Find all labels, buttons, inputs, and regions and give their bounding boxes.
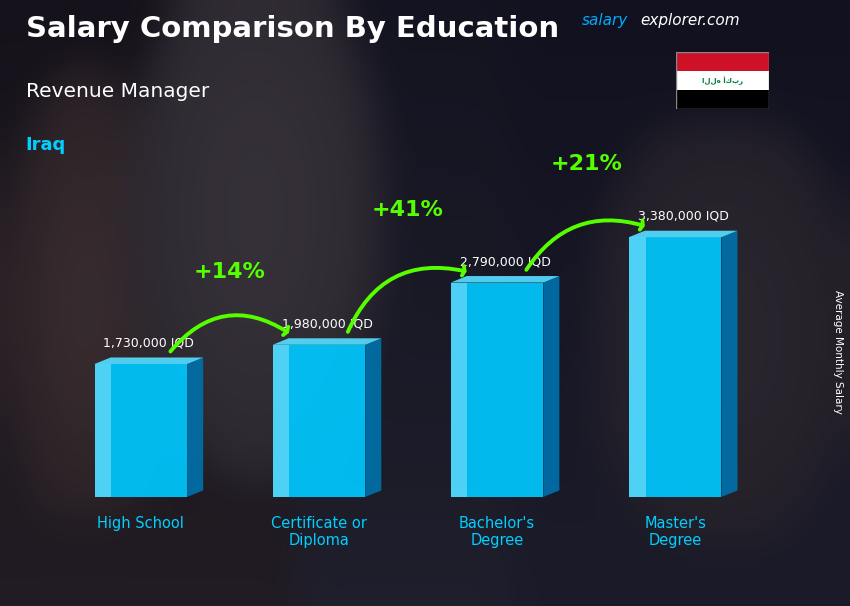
Polygon shape <box>543 276 559 497</box>
Polygon shape <box>366 338 382 497</box>
Text: Revenue Manager: Revenue Manager <box>26 82 209 101</box>
Text: 2,790,000 IQD: 2,790,000 IQD <box>460 255 551 268</box>
Text: explorer.com: explorer.com <box>640 13 740 28</box>
Polygon shape <box>273 338 382 345</box>
Polygon shape <box>450 282 468 497</box>
Polygon shape <box>629 237 645 497</box>
Polygon shape <box>629 237 722 497</box>
Polygon shape <box>273 345 366 497</box>
Text: salary: salary <box>582 13 628 28</box>
Text: 1,730,000 IQD: 1,730,000 IQD <box>104 337 195 350</box>
Bar <box>676 71 769 90</box>
Polygon shape <box>94 358 203 364</box>
Polygon shape <box>450 282 543 497</box>
Polygon shape <box>450 276 559 282</box>
Text: الله أكبر: الله أكبر <box>702 76 743 85</box>
Text: Iraq: Iraq <box>26 136 65 155</box>
Text: +14%: +14% <box>194 262 266 282</box>
Polygon shape <box>629 231 738 237</box>
Bar <box>676 52 769 71</box>
Text: 1,980,000 IQD: 1,980,000 IQD <box>281 318 372 330</box>
Text: Average Monthly Salary: Average Monthly Salary <box>833 290 843 413</box>
Text: 3,380,000 IQD: 3,380,000 IQD <box>638 210 728 223</box>
Polygon shape <box>94 364 111 497</box>
Bar <box>676 90 769 109</box>
Text: Salary Comparison By Education: Salary Comparison By Education <box>26 15 558 43</box>
Text: +41%: +41% <box>372 200 444 220</box>
Polygon shape <box>722 231 738 497</box>
Text: +21%: +21% <box>550 155 622 175</box>
Polygon shape <box>187 358 203 497</box>
Polygon shape <box>273 345 289 497</box>
Polygon shape <box>94 364 187 497</box>
